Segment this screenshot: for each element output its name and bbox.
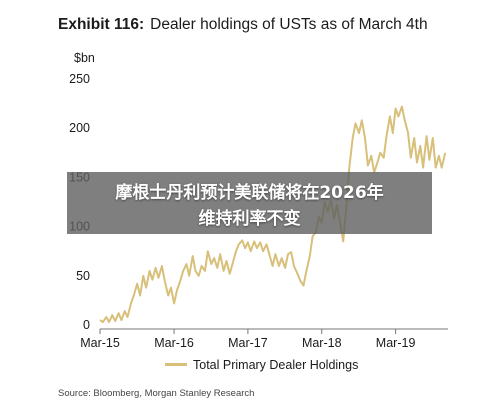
overlay-banner-line-2: 维持利率不变 xyxy=(198,209,301,229)
legend-label: Total Primary Dealer Holdings xyxy=(193,358,359,372)
legend: Total Primary Dealer Holdings xyxy=(165,358,358,372)
exhibit-label: Exhibit 116: xyxy=(58,16,145,33)
overlay-banner-line-1: 摩根士丹利预计美联储将在2026年 xyxy=(115,183,384,203)
x-tick-label: Mar-15 xyxy=(80,336,120,350)
source-note: Source: Bloomberg, Morgan Stanley Resear… xyxy=(58,388,255,399)
y-tick-label: 250 xyxy=(69,72,90,86)
chart-title-text: Dealer holdings of USTs as of March 4th xyxy=(150,16,428,33)
legend-swatch xyxy=(165,363,187,367)
x-tick-label: Mar-19 xyxy=(376,336,416,350)
y-axis-unit-label: $bn xyxy=(74,51,95,65)
overlay-banner: 摩根士丹利预计美联储将在2026年 维持利率不变 xyxy=(67,172,432,234)
x-tick-label: Mar-16 xyxy=(154,336,194,350)
x-tick-label: Mar-18 xyxy=(302,336,342,350)
x-tick-label: Mar-17 xyxy=(228,336,268,350)
y-tick-label: 200 xyxy=(69,121,90,135)
series-line-total-primary-dealer-holdings xyxy=(99,105,447,323)
y-tick-label: 50 xyxy=(76,269,90,283)
y-tick-label: 0 xyxy=(83,318,90,332)
chart-title: Exhibit 116: Dealer holdings of USTs as o… xyxy=(58,16,428,34)
